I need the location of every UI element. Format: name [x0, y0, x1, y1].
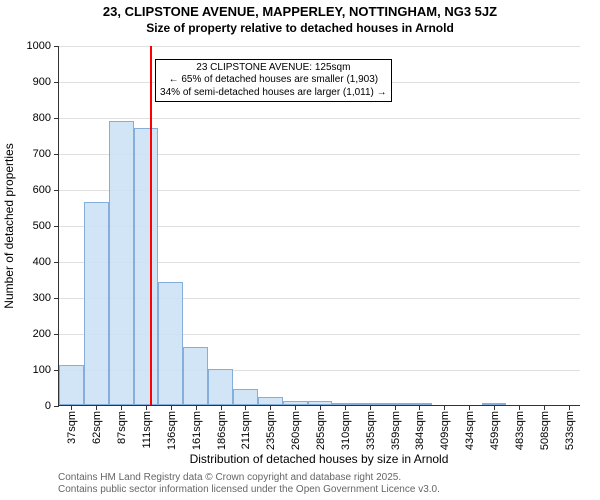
y-tick: [54, 298, 59, 299]
histogram-bar: [59, 365, 84, 405]
y-tick: [54, 262, 59, 263]
x-tick-label: 409sqm: [439, 411, 451, 450]
gridline: [59, 118, 580, 119]
x-tick: [171, 405, 172, 410]
x-tick: [419, 405, 420, 410]
property-size-chart: 23, CLIPSTONE AVENUE, MAPPERLEY, NOTTING…: [0, 0, 600, 500]
x-tick-label: 533sqm: [564, 411, 576, 450]
x-tick: [121, 405, 122, 410]
y-tick-label: 700: [33, 148, 51, 160]
property-marker-line: [150, 46, 152, 405]
histogram-bar: [134, 128, 159, 405]
annotation-line-3: 34% of semi-detached houses are larger (…: [160, 87, 387, 100]
histogram-bar: [158, 282, 183, 405]
x-tick: [569, 405, 570, 410]
x-tick-label: 136sqm: [166, 411, 178, 450]
histogram-bar: [84, 202, 109, 405]
y-tick: [54, 46, 59, 47]
y-tick-label: 1000: [27, 40, 51, 52]
y-tick-label: 200: [33, 328, 51, 340]
x-tick-label: 459sqm: [489, 411, 501, 450]
x-tick: [345, 405, 346, 410]
x-tick-label: 111sqm: [141, 411, 153, 449]
x-tick-label: 260sqm: [290, 411, 302, 450]
histogram-bar: [183, 347, 208, 405]
x-tick: [96, 405, 97, 410]
histogram-bar: [233, 389, 258, 405]
x-tick: [320, 405, 321, 410]
y-tick-label: 100: [33, 364, 51, 376]
x-tick: [494, 405, 495, 410]
y-tick: [54, 190, 59, 191]
annotation-box: 23 CLIPSTONE AVENUE: 125sqm← 65% of deta…: [155, 59, 392, 103]
y-tick-label: 0: [45, 400, 51, 412]
gridline: [59, 46, 580, 47]
x-tick: [71, 405, 72, 410]
y-axis-label: Number of detached properties: [2, 143, 16, 308]
x-tick: [370, 405, 371, 410]
y-tick-label: 900: [33, 76, 51, 88]
x-tick: [295, 405, 296, 410]
y-tick-label: 800: [33, 112, 51, 124]
x-tick-label: 508sqm: [539, 411, 551, 450]
x-tick-label: 186sqm: [216, 411, 228, 450]
x-tick-label: 37sqm: [66, 411, 78, 444]
x-tick: [444, 405, 445, 410]
chart-title-subtitle: Size of property relative to detached ho…: [0, 21, 600, 35]
y-tick-label: 600: [33, 184, 51, 196]
footer-line-1: Contains HM Land Registry data © Crown c…: [58, 472, 401, 483]
y-tick: [54, 334, 59, 335]
x-tick-label: 483sqm: [514, 411, 526, 450]
annotation-line-1: 23 CLIPSTONE AVENUE: 125sqm: [160, 62, 387, 75]
x-tick-label: 161sqm: [191, 411, 203, 450]
x-tick: [146, 405, 147, 410]
x-tick: [544, 405, 545, 410]
y-tick: [54, 154, 59, 155]
x-tick-label: 62sqm: [91, 411, 103, 444]
x-tick-label: 359sqm: [390, 411, 402, 450]
histogram-bar: [258, 397, 283, 405]
plot-area: 0100200300400500600700800900100037sqm62s…: [58, 46, 580, 406]
footer-line-2: Contains public sector information licen…: [58, 484, 440, 495]
x-tick-label: 335sqm: [365, 411, 377, 450]
y-tick: [54, 82, 59, 83]
y-tick: [54, 226, 59, 227]
x-tick-label: 310sqm: [340, 411, 352, 450]
y-tick-label: 400: [33, 256, 51, 268]
x-tick-label: 87sqm: [116, 411, 128, 444]
chart-title-address: 23, CLIPSTONE AVENUE, MAPPERLEY, NOTTING…: [0, 4, 600, 19]
x-tick: [245, 405, 246, 410]
x-tick-label: 211sqm: [240, 411, 252, 449]
histogram-bar: [109, 121, 134, 405]
histogram-bar: [208, 369, 233, 405]
x-tick: [221, 405, 222, 410]
x-tick-label: 384sqm: [414, 411, 426, 450]
x-tick: [395, 405, 396, 410]
y-tick: [54, 118, 59, 119]
x-tick: [196, 405, 197, 410]
x-tick-label: 235sqm: [265, 411, 277, 450]
x-tick-label: 434sqm: [464, 411, 476, 450]
x-tick: [469, 405, 470, 410]
x-tick-label: 285sqm: [315, 411, 327, 450]
x-tick: [270, 405, 271, 410]
y-tick: [54, 406, 59, 407]
y-tick-label: 500: [33, 220, 51, 232]
annotation-line-2: ← 65% of detached houses are smaller (1,…: [160, 74, 387, 87]
x-axis-label: Distribution of detached houses by size …: [58, 452, 580, 466]
y-tick-label: 300: [33, 292, 51, 304]
x-tick: [519, 405, 520, 410]
